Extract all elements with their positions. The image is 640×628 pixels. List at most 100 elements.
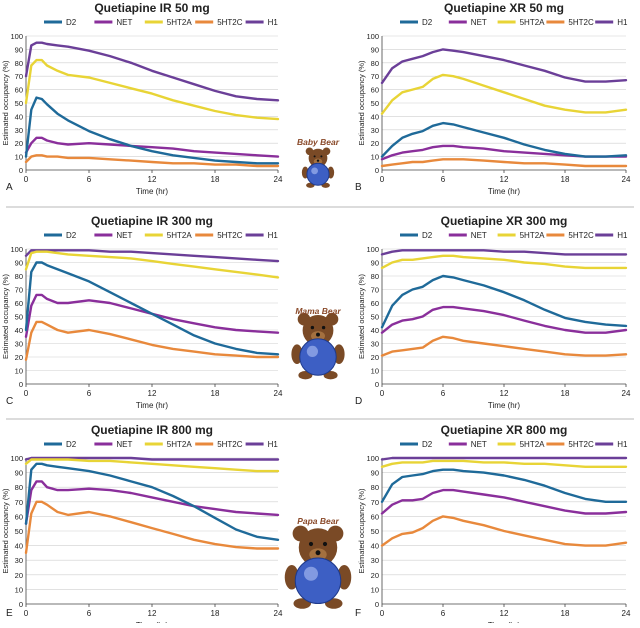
legend-label: D2 (66, 18, 77, 27)
y-tick-label: 20 (371, 353, 379, 362)
legend-label: 5HT2C (217, 440, 243, 449)
x-tick-label: 24 (622, 609, 631, 618)
bear-ball-highlight (311, 167, 318, 175)
x-tick-label: 6 (87, 609, 92, 618)
chart-panel-a: Quetiapine IR 50 mg D2 NET 5HT2A 5HT2C H1 0 10 2… (1, 1, 283, 196)
legend-label: 5HT2C (217, 231, 243, 240)
x-tick-label: 0 (380, 389, 385, 398)
x-tick-label: 12 (500, 609, 509, 618)
y-tick-label: 10 (371, 585, 379, 594)
y-tick-label: 60 (371, 512, 379, 521)
panel-letter: E (6, 608, 13, 619)
bear-eye (310, 325, 315, 330)
legend-label: H1 (617, 440, 628, 449)
legend-label: 5HT2C (217, 18, 243, 27)
x-axis-label: Time (hr) (136, 187, 168, 196)
y-tick-label: 50 (371, 527, 379, 536)
y-tick-label: 70 (15, 72, 23, 81)
y-tick-label: 60 (371, 86, 379, 95)
y-tick-label: 30 (371, 340, 379, 349)
chart-panel-e: Quetiapine IR 800 mg D2 NET 5HT2A 5HT2C H1 0 10… (1, 423, 283, 628)
x-tick-label: 18 (211, 175, 220, 184)
bear-head (308, 148, 328, 168)
bear-eye (320, 155, 323, 158)
series-line-5ht2c (24, 154, 280, 168)
x-tick-label: 0 (380, 609, 385, 618)
panel-letter: F (355, 608, 361, 619)
legend-label: D2 (422, 18, 433, 27)
legend-label: NET (116, 440, 132, 449)
legend-label: D2 (422, 440, 433, 449)
series-line-d2 (24, 462, 280, 541)
x-tick-label: 0 (380, 175, 385, 184)
legend-label: 5HT2A (167, 18, 193, 27)
series-line-d2 (24, 261, 280, 356)
x-axis-label: Time (hr) (488, 187, 520, 196)
bear-head (302, 315, 334, 346)
y-tick-label: 0 (375, 380, 379, 389)
y-tick-label: 50 (15, 527, 23, 536)
y-tick-label: 20 (15, 571, 23, 580)
chart-title: Quetiapine IR 50 mg (94, 1, 209, 15)
legend-label: NET (471, 440, 487, 449)
bear-ball (306, 162, 330, 186)
series-line-d2 (380, 121, 628, 158)
bear-eye (322, 541, 328, 547)
bear-eye (308, 541, 314, 547)
series-line-net (380, 488, 628, 515)
chart-title: Quetiapine IR 800 mg (91, 423, 213, 437)
legend-label: NET (471, 231, 487, 240)
y-tick-label: 80 (15, 59, 23, 68)
x-tick-label: 12 (500, 389, 509, 398)
y-tick-label: 80 (371, 483, 379, 492)
y-axis-label: Estimated occupancy (%) (357, 488, 366, 574)
x-tick-label: 12 (500, 175, 509, 184)
bear-ball (299, 338, 337, 376)
series-line-5ht2a (24, 458, 280, 473)
x-tick-label: 18 (211, 609, 220, 618)
legend-label: D2 (66, 440, 77, 449)
x-tick-label: 12 (148, 609, 157, 618)
x-tick-label: 24 (274, 609, 283, 618)
legend-label: 5HT2A (520, 440, 546, 449)
y-axis-label: Estimated occupancy (%) (357, 273, 366, 359)
y-tick-label: 40 (15, 542, 23, 551)
y-tick-label: 20 (371, 571, 379, 580)
panel-letter: A (6, 182, 13, 193)
series-line-h1 (24, 249, 280, 263)
chart-panel-d: Quetiapine XR 300 mg D2 NET 5HT2A 5HT2C H1 0 10… (355, 214, 631, 410)
y-tick-label: 100 (10, 32, 23, 41)
bear-label: Baby Bear (297, 137, 340, 147)
legend-label: H1 (617, 231, 628, 240)
series-line-5ht2a (24, 250, 280, 279)
legend-label: D2 (422, 231, 433, 240)
series-line-5ht2c (380, 158, 628, 168)
y-tick-label: 90 (15, 45, 23, 54)
y-tick-label: 20 (371, 139, 379, 148)
x-tick-label: 0 (24, 609, 29, 618)
series-line-5ht2c (380, 515, 628, 547)
x-tick-label: 6 (441, 175, 446, 184)
y-tick-label: 90 (371, 259, 379, 268)
y-tick-label: 80 (15, 272, 23, 281)
x-tick-label: 24 (622, 389, 631, 398)
y-tick-label: 30 (15, 340, 23, 349)
panel-letter: C (6, 396, 13, 407)
y-tick-label: 60 (15, 512, 23, 521)
x-tick-label: 6 (87, 175, 92, 184)
series-line-d2 (380, 274, 628, 329)
legend-label: H1 (268, 18, 279, 27)
y-tick-label: 90 (371, 469, 379, 478)
x-axis-label: Time (hr) (136, 401, 168, 410)
x-axis-label: Time (hr) (488, 401, 520, 410)
y-tick-label: 80 (371, 272, 379, 281)
y-tick-label: 70 (371, 286, 379, 295)
y-tick-label: 70 (15, 286, 23, 295)
legend-label: 5HT2A (167, 231, 193, 240)
y-tick-label: 70 (371, 498, 379, 507)
y-axis-label: Estimated occupancy (%) (1, 60, 10, 146)
y-tick-label: 10 (15, 585, 23, 594)
series-line-5ht2a (380, 73, 628, 115)
x-tick-label: 6 (441, 609, 446, 618)
